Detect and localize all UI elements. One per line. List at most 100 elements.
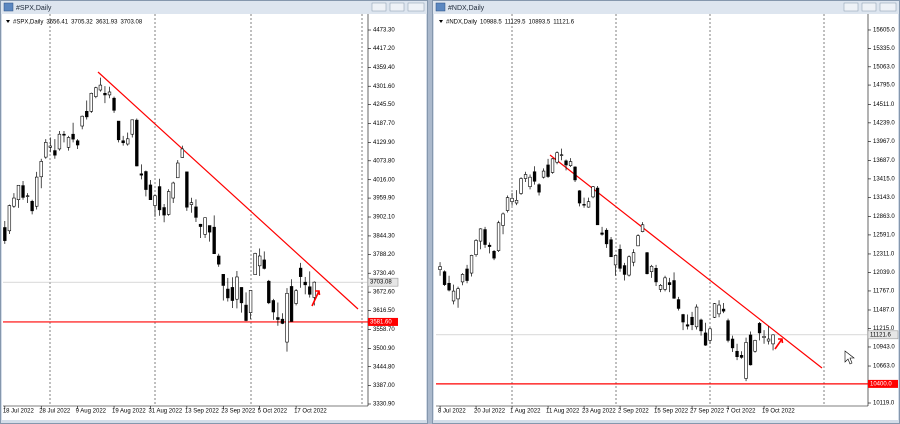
y-tick-label: 14239.0 xyxy=(873,120,895,126)
x-tick-label: 2 Sep 2022 xyxy=(618,409,649,415)
candle-body xyxy=(230,287,235,301)
header-symbol: #SPX,Daily xyxy=(13,19,43,25)
candle-body xyxy=(35,176,39,207)
candle-body xyxy=(541,170,546,178)
candle-body xyxy=(212,226,216,255)
y-tick-label: 3672.60 xyxy=(373,290,395,296)
candle-body xyxy=(189,202,194,205)
header-arrow xyxy=(6,20,10,23)
y-tick-label: 15335.0 xyxy=(873,46,895,52)
window-icon xyxy=(435,2,446,12)
title-bar[interactable] xyxy=(1,1,427,14)
candle-body xyxy=(75,140,80,146)
candle-body xyxy=(573,166,577,181)
window-title: #NDX,Daily xyxy=(448,5,485,12)
candle-body xyxy=(180,148,184,158)
candle-body xyxy=(649,265,654,273)
y-tick-label: 4417.20 xyxy=(373,46,395,52)
close-button[interactable] xyxy=(407,2,425,12)
minimize-button[interactable] xyxy=(371,2,387,12)
candle-body xyxy=(7,205,12,232)
candle-body xyxy=(604,229,609,245)
price-chart: 15605.0 15335.0 15063.0 14795.0 14511.0 14239… xyxy=(436,14,899,415)
candle-body xyxy=(636,235,640,247)
y-tick-label: 15605.0 xyxy=(873,28,895,34)
chart-header: #NDX,Daily 10988.5 11129.5 10893.5 11121.6 xyxy=(446,19,575,25)
maximize-button[interactable] xyxy=(389,2,405,12)
candle-body xyxy=(447,282,451,291)
candle-body xyxy=(577,190,582,204)
candle-body xyxy=(3,227,7,241)
candle-body xyxy=(116,120,121,141)
candle-body xyxy=(510,197,514,202)
header-ohlc-value: 10893.5 xyxy=(529,19,551,25)
candle-body xyxy=(276,317,280,320)
support-price-box xyxy=(868,379,898,388)
candle-body xyxy=(568,161,573,166)
candle-body xyxy=(289,286,294,322)
support-price-box xyxy=(368,317,398,326)
maximize-button[interactable] xyxy=(861,2,877,12)
candle-body xyxy=(600,232,604,235)
x-tick-label: 23 Aug 2022 xyxy=(582,409,616,415)
y-tick-label: 13687.0 xyxy=(873,158,895,164)
title-bar[interactable] xyxy=(433,1,899,14)
candle-body xyxy=(717,304,721,315)
candle-body xyxy=(262,259,266,269)
candle-body xyxy=(492,251,496,259)
candle-body xyxy=(532,171,537,182)
candle-body xyxy=(153,195,157,206)
candle-body xyxy=(135,119,139,167)
candle-body xyxy=(258,255,262,267)
y-tick-label: 15063.0 xyxy=(873,64,895,70)
candle-body xyxy=(130,119,134,135)
candle-body xyxy=(107,91,112,96)
y-tick-label: 3959.90 xyxy=(373,196,395,202)
candle-body xyxy=(48,145,52,148)
y-tick-label: 11767.0 xyxy=(873,289,895,295)
y-tick-label: 10663.0 xyxy=(873,364,895,370)
x-tick-label: 9 Aug 2022 xyxy=(76,409,107,415)
close-button[interactable] xyxy=(879,2,897,12)
candle-body xyxy=(44,142,48,158)
candle-body xyxy=(609,239,613,258)
header-ohlc-value: 3705.32 xyxy=(71,19,93,25)
candle-body xyxy=(555,152,559,163)
candle-body xyxy=(121,140,125,144)
candle-body xyxy=(280,318,285,324)
candle-body xyxy=(271,300,276,313)
y-tick-label: 3730.40 xyxy=(373,271,395,277)
window-title: #SPX,Daily xyxy=(16,5,52,12)
candle-body xyxy=(654,268,658,283)
candle-body xyxy=(474,240,478,256)
candle-body xyxy=(94,87,98,97)
x-tick-label: 13 Sep 2022 xyxy=(185,409,220,415)
header-ohlc-value: 10988.5 xyxy=(480,19,502,25)
candle-body xyxy=(694,306,699,328)
candle-body xyxy=(465,268,469,281)
candle-body xyxy=(207,225,212,233)
candle-body xyxy=(171,182,175,199)
candle-body xyxy=(703,332,708,346)
y-tick-label: 3500.90 xyxy=(373,346,395,352)
candle-body xyxy=(663,277,667,290)
candle-body xyxy=(514,200,519,204)
header-ohlc-value: 3656.41 xyxy=(46,19,68,25)
arrow-object xyxy=(311,290,321,307)
candle-body xyxy=(460,274,465,283)
candle-body xyxy=(194,206,198,218)
window-ndx: #NDX,Daily xyxy=(432,0,900,424)
candle-body xyxy=(685,324,690,327)
candle-body xyxy=(595,187,600,226)
candle-body xyxy=(244,304,248,321)
x-tick-label: 5 Oct 2022 xyxy=(258,409,288,415)
y-tick-label: 3558.70 xyxy=(373,327,395,333)
candle-body xyxy=(71,133,75,140)
candle-body xyxy=(294,290,298,304)
candle-body xyxy=(721,308,726,312)
minimize-button[interactable] xyxy=(843,2,859,12)
candle-body xyxy=(672,280,676,299)
chart-header: #SPX,Daily 3656.41 3705.32 3631.93 3703.08 xyxy=(13,19,143,25)
candle-body xyxy=(438,266,442,270)
